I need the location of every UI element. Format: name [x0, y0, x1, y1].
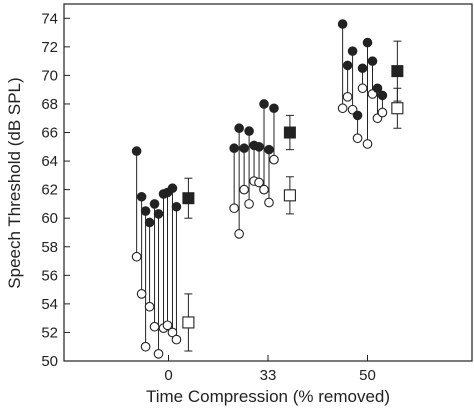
filled-circle-point: [239, 143, 249, 154]
open-circle-point: [254, 177, 264, 188]
filled-circle-point: [357, 63, 368, 74]
open-circle-point: [140, 341, 151, 352]
y-tick-label: 64: [41, 153, 58, 170]
filled-circle-point: [362, 37, 373, 48]
filled-circle-point: [234, 123, 244, 134]
filled-square-point: [283, 126, 296, 139]
y-tick-label: 66: [41, 125, 58, 142]
filled-circle-point: [136, 191, 147, 202]
open-circle-point: [357, 83, 368, 94]
filled-circle-point: [269, 103, 279, 114]
y-tick-label: 54: [41, 296, 58, 313]
open-circle-point: [149, 321, 160, 332]
open-circle-point: [234, 229, 244, 239]
filled-circle-point: [352, 110, 363, 121]
filled-circle-point: [167, 183, 178, 194]
open-circle-point: [362, 139, 373, 149]
y-tick-label: 62: [41, 182, 58, 199]
y-tick-label: 52: [41, 324, 58, 341]
filled-circle-point: [153, 209, 164, 219]
open-circle-point: [162, 320, 173, 331]
y-tick-label: 56: [41, 267, 58, 284]
y-tick-label: 70: [41, 67, 58, 84]
filled-circle-point: [244, 126, 254, 136]
open-circle-point: [377, 107, 388, 118]
open-circle-point: [171, 334, 182, 345]
y-axis-title: Speech Threshold (dB SPL): [5, 77, 24, 288]
data-markers: [131, 19, 404, 359]
open-circle-point: [352, 133, 363, 144]
filled-circle-point: [131, 146, 142, 156]
filled-circle-point: [367, 56, 378, 66]
open-square-point: [283, 189, 296, 202]
plot-frame: [63, 3, 473, 362]
y-tick-label: 74: [41, 10, 58, 27]
filled-circle-point: [264, 144, 274, 155]
filled-circle-point: [377, 90, 388, 101]
open-circle-point: [259, 184, 269, 195]
filled-circle-point: [337, 19, 348, 29]
filled-square-point: [182, 192, 195, 205]
open-square-point: [182, 316, 195, 329]
y-axis: 50 52 54 56 58 60 62 64 66 68 70 72 74: [41, 10, 70, 370]
open-circle-point: [167, 327, 178, 338]
open-circle-point: [239, 184, 249, 195]
open-circle-point: [269, 154, 279, 165]
open-circle-point: [131, 251, 142, 262]
filled-circle-point: [254, 142, 264, 152]
y-tick-label: 50: [41, 353, 58, 370]
filled-circle-point: [347, 46, 358, 56]
y-tick-label: 58: [41, 239, 58, 256]
open-circle-point: [136, 289, 147, 299]
y-tick-label: 68: [41, 96, 58, 113]
open-circle-point: [337, 103, 348, 114]
filled-circle-point: [144, 217, 155, 228]
x-tick-label: 33: [260, 367, 277, 384]
open-circle-point: [153, 349, 164, 359]
filled-circle-point: [259, 99, 269, 109]
filled-circle-point: [342, 60, 353, 71]
filled-circle-point: [171, 201, 182, 212]
open-circle-point: [144, 301, 155, 312]
open-circle-point: [229, 203, 240, 214]
open-square-point: [391, 102, 404, 115]
filled-circle-point: [149, 199, 160, 209]
filled-square-point: [391, 65, 404, 78]
x-axis-title: Time Compression (% removed): [146, 387, 390, 406]
open-circle-point: [342, 91, 353, 102]
filled-circle-point: [140, 206, 151, 216]
x-tick-label: 0: [164, 367, 172, 384]
x-axis: 0 33 50: [164, 355, 376, 384]
filled-circle-point: [229, 143, 239, 154]
open-circle-point: [244, 199, 254, 209]
open-circle-point: [264, 197, 274, 208]
filled-circle-point: [372, 83, 383, 94]
x-tick-label: 50: [359, 367, 376, 384]
y-tick-label: 60: [41, 210, 58, 227]
y-tick-label: 72: [41, 39, 58, 56]
